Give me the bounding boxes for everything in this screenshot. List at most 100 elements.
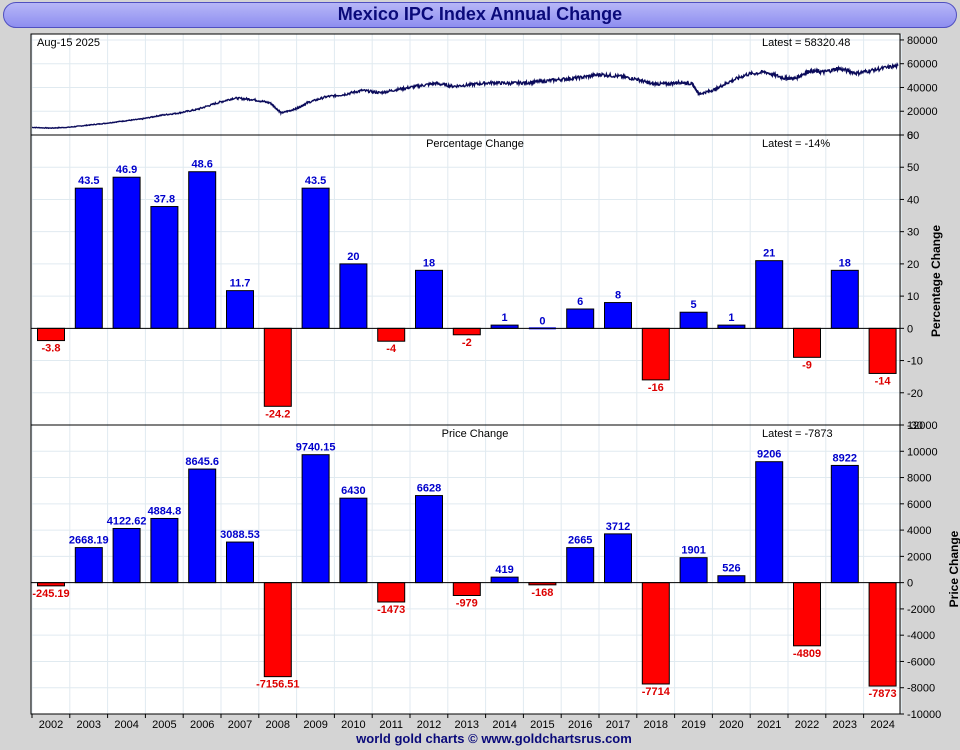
y-tick-label: 40000: [907, 82, 938, 94]
price-data-label: 419: [495, 564, 513, 576]
pct-data-label: -14: [875, 375, 892, 387]
pct-bar-2008: [263, 327, 292, 407]
pct-bar-2006: [188, 171, 217, 329]
price-data-label: 6430: [341, 485, 365, 497]
price-bar-2016: [566, 547, 595, 584]
y-tick-label: -10: [907, 356, 923, 368]
pct-bar-2005: [150, 206, 179, 329]
x-tick-label-2003: 2003: [77, 719, 101, 731]
pct-bar-2023: [830, 269, 859, 329]
x-tick-label-2007: 2007: [228, 719, 252, 731]
y-tick-label: -20: [907, 388, 923, 400]
pct-data-label: 8: [615, 290, 621, 302]
price-data-label: 8645.6: [185, 456, 219, 468]
plot-area-background: [31, 34, 900, 714]
pct-data-label: 20: [347, 251, 359, 263]
pct-bar-2022: [793, 327, 821, 358]
price-y-axis-label: Price Change: [947, 530, 960, 607]
pct-data-label: -3.8: [42, 343, 61, 355]
price-data-label: -1473: [377, 604, 405, 616]
price-data-label: 3712: [606, 521, 630, 533]
y-tick-label: -2000: [907, 604, 935, 616]
pct-data-label: -16: [648, 382, 664, 394]
price-data-label: 9206: [757, 449, 781, 461]
pct-bar-2017: [604, 302, 632, 329]
price-history-line: [32, 62, 899, 130]
y-tick-label: 0: [907, 130, 913, 142]
price-data-label: -245.19: [32, 588, 69, 600]
price-data-label: 6628: [417, 483, 441, 495]
title-bar: Mexico IPC Index Annual Change: [0, 0, 960, 30]
pct-data-label: -4: [386, 343, 397, 355]
price-bar-2005: [150, 517, 179, 584]
x-tick-label-2016: 2016: [568, 719, 592, 731]
x-tick-label-2021: 2021: [757, 719, 781, 731]
y-tick-label: 2000: [907, 551, 931, 563]
pct-data-label: 37.8: [154, 194, 175, 206]
pct-latest-label: Latest = -14%: [762, 138, 830, 150]
price-bar-2019: [679, 557, 708, 584]
pct-bar-2012: [415, 269, 443, 329]
price-data-label: 4884.8: [148, 505, 182, 517]
price-data-label: 9740.15: [296, 442, 336, 454]
x-tick-label-2020: 2020: [719, 719, 743, 731]
y-tick-label: 60000: [907, 59, 938, 71]
pct-data-label: 18: [839, 257, 851, 269]
x-tick-label-2009: 2009: [303, 719, 327, 731]
latest-price-label: Latest = 58320.48: [762, 37, 850, 49]
x-tick-label-2008: 2008: [266, 719, 290, 731]
title-background: [3, 2, 957, 28]
price-data-label: 4122.62: [107, 515, 147, 527]
y-tick-label: 12000: [907, 420, 938, 432]
pct-data-label: -9: [802, 359, 812, 371]
y-tick-label: 30: [907, 227, 919, 239]
price-bar-2017: [604, 533, 632, 584]
pct-bar-2019: [679, 311, 708, 329]
chart-marks: [32, 62, 899, 687]
price-bar-2007: [226, 541, 254, 584]
x-tick-label-2015: 2015: [530, 719, 554, 731]
x-tick-label-2004: 2004: [114, 719, 138, 731]
pct-data-label: 6: [577, 296, 583, 308]
price-bar-2012: [415, 495, 443, 584]
pct-data-label: 11.7: [230, 278, 251, 290]
price-data-label: -4809: [793, 648, 821, 660]
price-bar-2024: [868, 582, 897, 687]
price-data-label: -979: [456, 597, 478, 609]
footer-credit: world gold charts © www.goldchartsrus.co…: [356, 731, 632, 746]
y-tick-label: -6000: [907, 656, 935, 668]
pct-data-label: 5: [691, 299, 697, 311]
grid-lines: [31, 34, 902, 715]
x-tick-label-2006: 2006: [190, 719, 214, 731]
y-tick-label: -4000: [907, 630, 935, 642]
price-data-label: -7873: [869, 688, 897, 700]
y-tick-label: -10000: [907, 709, 941, 721]
price-latest-label: Latest = -7873: [762, 428, 833, 440]
y-tick-label: 8000: [907, 473, 931, 485]
price-bar-2010: [339, 497, 368, 584]
pct-data-label: 43.5: [305, 175, 326, 187]
price-bar-2009: [301, 454, 330, 584]
x-tick-label-2024: 2024: [870, 719, 894, 731]
y-tick-label: -30: [907, 420, 923, 432]
x-tick-label-2017: 2017: [606, 719, 630, 731]
y-tick-label: 10: [907, 291, 919, 303]
pct-bar-2018: [641, 327, 670, 381]
x-tick-label-2014: 2014: [492, 719, 516, 731]
price-bar-2006: [188, 468, 217, 584]
price-data-label: 8922: [833, 452, 857, 464]
pct-bar-2013: [452, 327, 481, 336]
price-bar-2022: [793, 582, 821, 647]
x-tick-label-2011: 2011: [379, 719, 403, 731]
pct-y-axis-label: Percentage Change: [929, 225, 943, 337]
y-tick-label: 20000: [907, 106, 938, 118]
panel-frames: [30, 33, 904, 718]
x-tick-label-2005: 2005: [152, 719, 176, 731]
y-tick-label: -8000: [907, 683, 935, 695]
y-tick-label: 10000: [907, 446, 938, 458]
pct-bar-2009: [301, 187, 330, 329]
pct-bar-2021: [755, 260, 784, 329]
